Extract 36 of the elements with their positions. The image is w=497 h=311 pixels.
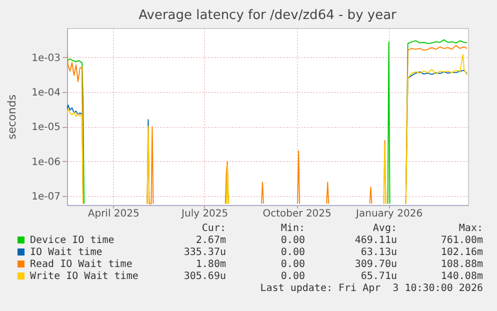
legend-label: Read IO Wait time <box>30 259 132 270</box>
text: Min: <box>280 223 305 235</box>
text: 305.69u <box>184 271 226 283</box>
text: 335.37u <box>184 247 226 259</box>
text: 108.88m <box>440 259 483 271</box>
y-tick-label: 1e-06 <box>32 156 60 168</box>
x-tick-label: January 2026 <box>355 208 423 220</box>
text: 140.08m <box>440 271 483 283</box>
text: 63.13u <box>360 247 397 259</box>
text: 102.16m <box>440 247 483 259</box>
text: 0.00 <box>280 271 305 283</box>
text: 309.70u <box>354 259 397 271</box>
legend-label: Device IO time <box>30 235 114 246</box>
text: 1.80m <box>196 259 226 271</box>
text: 0.00 <box>280 235 305 247</box>
y-tick-label: 1e-07 <box>32 191 60 202</box>
x-tick-label: October 2025 <box>262 208 332 220</box>
y-axis-title: seconds <box>6 94 19 140</box>
legend-label: Write IO Wait time <box>30 271 138 282</box>
y-tick-label: 1e-03 <box>32 52 60 64</box>
text: Last update: Fri Apr 3 10:30:00 2026 <box>260 283 483 295</box>
text: 65.71u <box>360 271 397 283</box>
text: Avg: <box>372 223 397 235</box>
text: 0.00 <box>280 247 305 259</box>
text: 469.11u <box>354 235 397 247</box>
legend-label: IO Wait time <box>30 247 102 258</box>
text: Max: <box>458 223 483 235</box>
x-tick-label: July 2025 <box>180 208 228 220</box>
y-tick-label: 1e-05 <box>32 122 60 134</box>
text: Cur: <box>202 223 226 235</box>
text: 761.00m <box>440 235 483 247</box>
text: 2.67m <box>196 235 226 247</box>
x-tick-label: April 2025 <box>88 208 140 220</box>
y-tick-label: 1e-04 <box>32 87 60 98</box>
text: 0.00 <box>280 259 305 271</box>
chart-title: Average latency for /dev/zd64 - by year <box>138 8 398 23</box>
